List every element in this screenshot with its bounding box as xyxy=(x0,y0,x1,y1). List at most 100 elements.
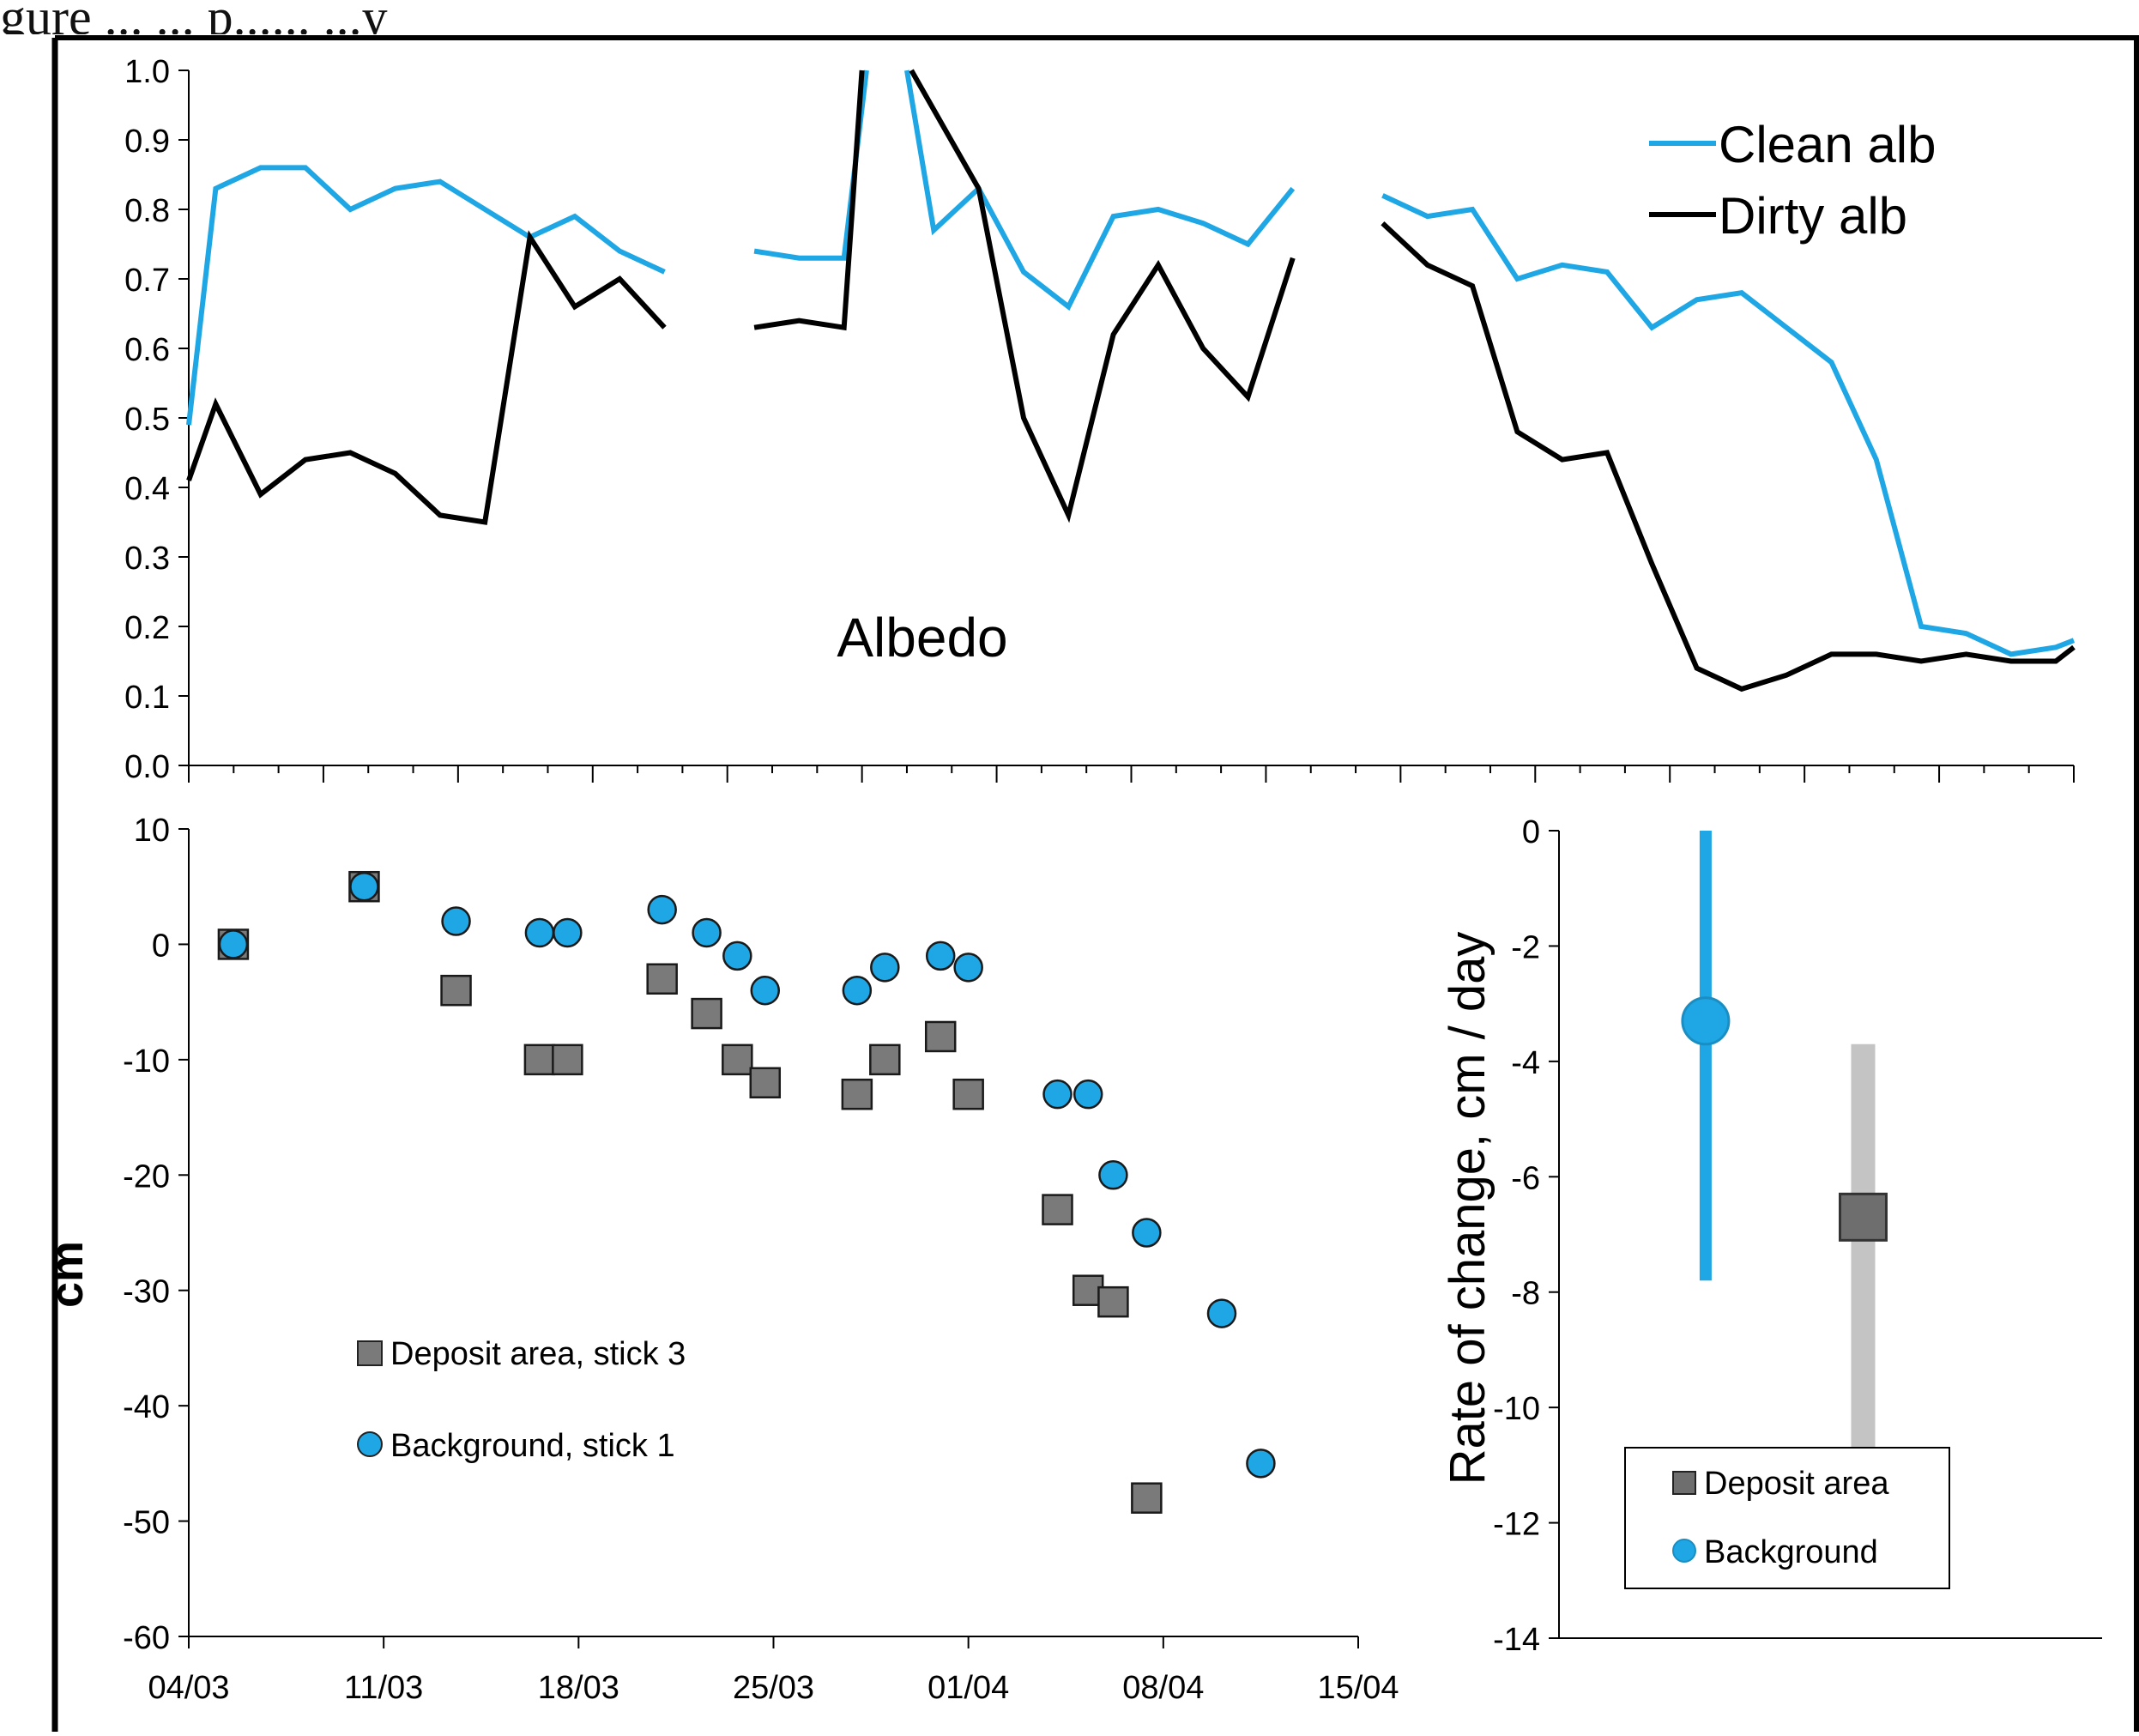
albedo-series xyxy=(186,69,2076,693)
albedo-y-tick-label: 0.2 xyxy=(124,610,170,646)
albedo-x-ticks xyxy=(188,765,2075,783)
deposit-marker xyxy=(646,963,678,995)
legend-rate-deposit-label: Deposit area xyxy=(1704,1466,1889,1502)
stake-y-label: cm xyxy=(41,1241,93,1308)
legend-deposit-label: Deposit area, stick 3 xyxy=(390,1336,686,1372)
stake-x-tick-label: 08/04 xyxy=(1122,1670,1204,1706)
albedo-y-tick-label: 0.6 xyxy=(124,332,170,368)
rate-panel: 0 -2 -4 -6 -8 -10 -12 -14 Rate of change, cm / … xyxy=(1440,814,2102,1658)
stake-y-tick-label: 10 xyxy=(134,813,170,849)
albedo-panel: 1.0 0.9 0.8 0.7 0.6 0.5 0.4 0.3 0.2 0.1 0.0 Albedo… xyxy=(124,54,2076,785)
deposit-marker xyxy=(869,1043,901,1076)
background-marker xyxy=(441,906,471,936)
rate-legend: Deposit area Background xyxy=(1624,1447,1950,1589)
albedo-y-tick-label: 0.4 xyxy=(124,471,170,507)
albedo-annotation: Albedo xyxy=(837,607,1007,668)
background-marker xyxy=(524,917,555,948)
rate-y-tick-label: -8 xyxy=(1511,1276,1540,1312)
stake-x-ticks: 04/03 11/03 18/03 25/03 01/04 08/04 15/04 xyxy=(148,1636,1399,1706)
deposit-marker xyxy=(1042,1194,1073,1225)
stake-x-tick-label: 11/03 xyxy=(344,1670,423,1706)
stake-y-tick-label: -30 xyxy=(123,1274,170,1310)
rate-y-tick-label: -10 xyxy=(1493,1391,1540,1427)
background-marker xyxy=(953,953,983,983)
albedo-y-tick-label: 1.0 xyxy=(124,54,170,90)
albedo-y-tick-label: 0.0 xyxy=(124,749,170,785)
stake-y-tick-label: -40 xyxy=(123,1389,170,1425)
rate-error-bars xyxy=(1681,831,1888,1523)
deposit-marker xyxy=(691,997,722,1030)
legend-rate-background-label: Background xyxy=(1704,1534,1878,1570)
rate-y-tick-label: -2 xyxy=(1511,929,1540,965)
deposit-marker xyxy=(924,1020,957,1053)
albedo-y-tick-label: 0.9 xyxy=(124,124,170,160)
stake-y-tick-label: -20 xyxy=(123,1158,170,1195)
clean-albedo-line xyxy=(1381,193,2076,657)
rate-y-tick-label: -12 xyxy=(1493,1507,1540,1543)
background-marker xyxy=(1132,1218,1162,1248)
cropped-caption-fragment: gure ... ... p...... ...y xyxy=(0,0,388,34)
legend-dirty-label: Dirty alb xyxy=(1719,187,1907,245)
background-marker xyxy=(553,917,583,948)
stake-x-tick-label: 25/03 xyxy=(733,1670,814,1706)
deposit-marker xyxy=(1131,1482,1163,1514)
background-marker xyxy=(722,941,752,971)
background-marker xyxy=(1206,1298,1237,1328)
stake-y-ticks: 10 0 -10 -20 -30 -40 -50 -60 xyxy=(123,813,189,1656)
stake-markers xyxy=(217,870,1276,1514)
background-marker xyxy=(1073,1079,1103,1110)
dirty-albedo-line xyxy=(186,230,667,525)
legend-deposit-swatch xyxy=(357,1340,383,1366)
deposit-marker xyxy=(1097,1285,1129,1318)
stake-legend: Deposit area, stick 3 Background, stick … xyxy=(357,1336,686,1464)
background-marker xyxy=(218,929,249,959)
stake-x-tick-label: 01/04 xyxy=(928,1670,1009,1706)
stake-y-tick-label: -50 xyxy=(123,1505,170,1541)
legend-rate-background-swatch xyxy=(1672,1539,1696,1563)
legend-background-label: Background, stick 1 xyxy=(390,1428,675,1464)
albedo-y-tick-label: 0.1 xyxy=(124,680,170,716)
albedo-y-ticks: 1.0 0.9 0.8 0.7 0.6 0.5 0.4 0.3 0.2 0.1 0.0 xyxy=(124,54,189,785)
stake-y-tick-label: -60 xyxy=(123,1620,170,1656)
background-marker xyxy=(349,871,379,902)
albedo-y-tick-label: 0.5 xyxy=(124,402,170,438)
albedo-y-tick-label: 0.3 xyxy=(124,541,170,577)
background-marker xyxy=(692,917,722,948)
background-marker xyxy=(1042,1079,1073,1110)
deposit-marker xyxy=(722,1043,753,1076)
background-marker xyxy=(750,975,781,1006)
deposit-marker xyxy=(552,1043,583,1076)
background-marker xyxy=(925,941,956,971)
rate-y-label: Rate of change, cm / day xyxy=(1440,932,1495,1485)
legend-rate-deposit-swatch xyxy=(1672,1471,1696,1495)
legend-background-swatch xyxy=(357,1431,383,1457)
rate-y-tick-label: -4 xyxy=(1511,1045,1540,1081)
stake-x-tick-label: 04/03 xyxy=(148,1670,229,1706)
stake-panel: 10 0 -10 -20 -30 -40 -50 -60 04/03 11/03 18/03 25/… xyxy=(41,813,1399,1706)
stake-y-tick-label: 0 xyxy=(152,928,170,964)
deposit-rate-marker xyxy=(1838,1192,1888,1242)
rate-y-ticks: 0 -2 -4 -6 -8 -10 -12 -14 xyxy=(1493,814,1559,1658)
dirty-albedo-line xyxy=(909,69,1296,523)
deposit-marker xyxy=(440,974,472,1007)
rate-y-tick-label: 0 xyxy=(1522,814,1540,850)
background-marker xyxy=(1246,1449,1276,1479)
stake-x-tick-label: 18/03 xyxy=(538,1670,619,1706)
legend-clean-label: Clean alb xyxy=(1719,116,1937,173)
rate-y-tick-label: -14 xyxy=(1493,1622,1540,1658)
clean-albedo-line xyxy=(186,165,666,426)
deposit-marker xyxy=(749,1067,782,1098)
clean-albedo-line xyxy=(904,70,1296,312)
background-marker xyxy=(842,975,873,1006)
deposit-marker xyxy=(952,1078,984,1110)
stake-x-tick-label: 15/04 xyxy=(1317,1670,1399,1706)
stake-y-tick-label: -10 xyxy=(123,1043,170,1080)
albedo-legend: Clean alb Dirty alb xyxy=(1649,116,1937,245)
deposit-marker xyxy=(523,1043,556,1076)
dirty-albedo-line xyxy=(753,70,865,331)
albedo-y-tick-label: 0.8 xyxy=(124,193,170,229)
albedo-y-tick-label: 0.7 xyxy=(124,263,170,299)
dirty-albedo-line xyxy=(1381,221,2076,693)
